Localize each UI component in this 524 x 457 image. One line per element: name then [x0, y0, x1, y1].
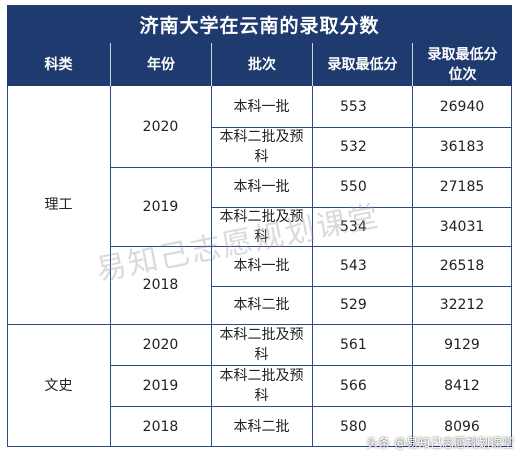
year-cell: 2018	[142, 418, 179, 435]
rank-cell: 32212	[439, 297, 485, 313]
year-cell: 2019	[142, 377, 179, 394]
rank-cell: 8412	[444, 377, 480, 394]
grid-line	[312, 86, 313, 447]
year-cell: 2018	[142, 277, 179, 293]
header-min-score: 录取最低分	[312, 43, 412, 86]
year-cell: 2019	[142, 198, 179, 215]
score-cell: 550	[340, 179, 367, 195]
score-cell: 580	[340, 418, 367, 435]
grid-line	[211, 86, 212, 447]
score-cell: 561	[340, 336, 367, 353]
rank-cell: 34031	[439, 218, 485, 235]
year-cell: 2020	[142, 336, 179, 353]
grid-line	[511, 86, 512, 447]
grid-line	[110, 86, 111, 447]
grid-line	[412, 86, 413, 447]
header-batch: 批次	[211, 43, 312, 86]
batch-cell: 本科二批及预科	[219, 367, 304, 404]
grid-line	[110, 406, 512, 407]
grid-line	[211, 286, 512, 287]
rank-cell: 36183	[439, 139, 485, 155]
score-cell: 529	[340, 297, 367, 313]
header-min-rank: 录取最低分位次	[412, 43, 512, 86]
batch-cell: 本科二批及预科	[219, 129, 304, 165]
grid-line	[7, 446, 512, 447]
footer-credit: 头条 @易知己志愿规划课堂	[366, 436, 514, 450]
category-science: 理工	[44, 197, 73, 213]
table-title: 济南大学在云南的录取分数	[7, 5, 512, 43]
header-category: 科类	[7, 43, 110, 86]
score-cell: 543	[340, 258, 367, 274]
category-arts: 文史	[44, 377, 73, 394]
rank-cell: 27185	[439, 179, 485, 195]
batch-cell: 本科一批	[233, 179, 290, 195]
grid-line	[110, 167, 512, 168]
score-cell: 532	[340, 139, 367, 155]
batch-cell: 本科二批及预科	[219, 326, 304, 363]
score-cell: 553	[340, 98, 367, 115]
grid-line	[110, 365, 512, 366]
grid-line	[7, 324, 512, 325]
rank-cell: 26940	[439, 98, 485, 115]
header-year: 年份	[110, 43, 211, 86]
grid-line	[7, 86, 8, 447]
score-cell: 534	[340, 218, 367, 235]
batch-cell: 本科二批	[233, 418, 290, 435]
grid-line	[211, 207, 512, 208]
rank-cell: 26518	[439, 258, 485, 274]
batch-cell: 本科二批及预科	[219, 208, 304, 245]
batch-cell: 本科一批	[233, 98, 290, 115]
score-cell: 566	[340, 377, 367, 394]
batch-cell: 本科二批	[233, 297, 290, 313]
rank-cell: 9129	[444, 336, 480, 353]
rank-cell: 8096	[444, 418, 480, 435]
batch-cell: 本科一批	[233, 258, 290, 274]
grid-line	[211, 127, 512, 128]
year-cell: 2020	[142, 118, 179, 135]
grid-line	[110, 246, 512, 247]
